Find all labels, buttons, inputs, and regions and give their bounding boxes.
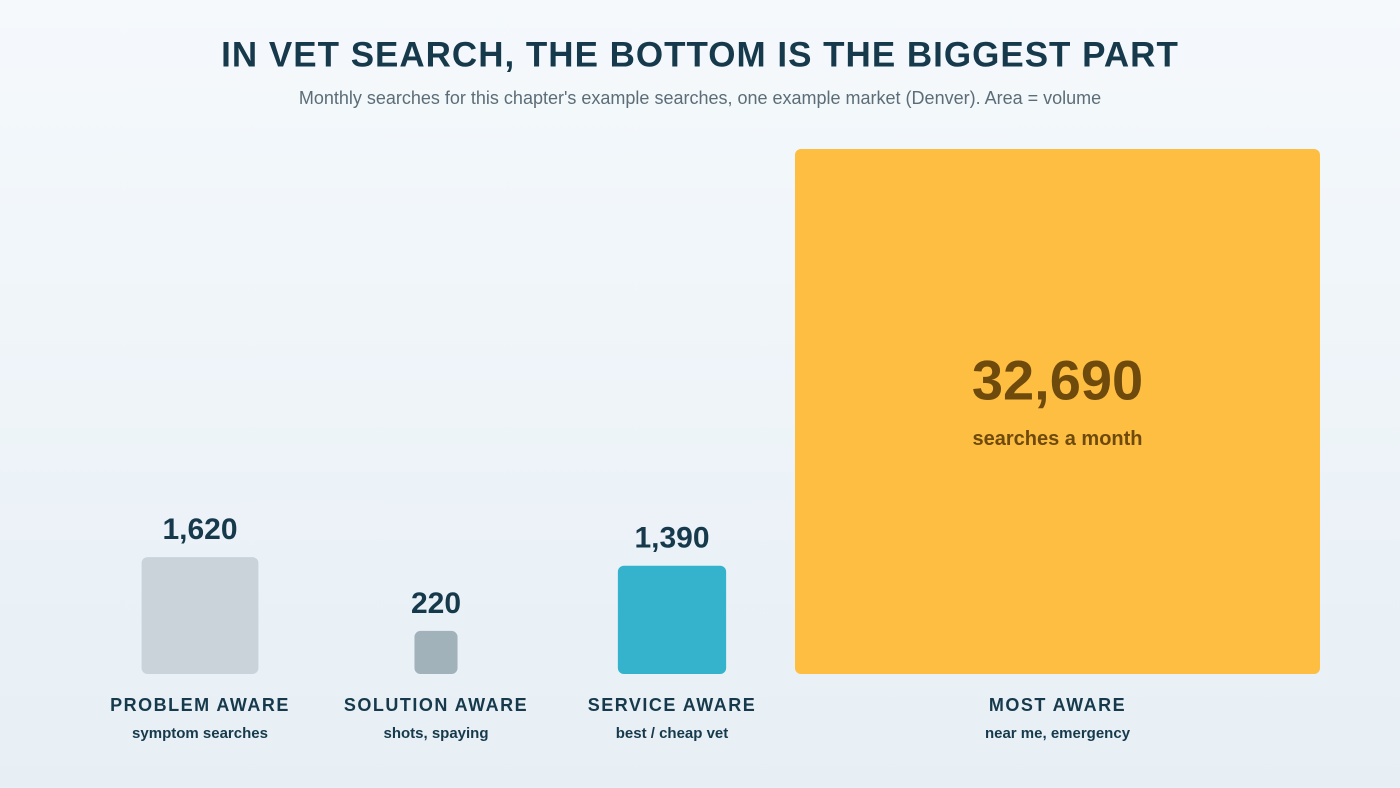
value-label: 1,390	[634, 522, 709, 555]
unit-label: searches a month	[972, 428, 1142, 450]
category-label: PROBLEM AWARE	[110, 695, 290, 715]
chart-title: IN VET SEARCH, THE BOTTOM IS THE BIGGEST…	[221, 35, 1179, 74]
category-note: symptom searches	[132, 725, 268, 742]
category-note: near me, emergency	[985, 725, 1131, 742]
area-square	[617, 565, 727, 674]
category-note: best / cheap vet	[616, 725, 729, 742]
value-label: 1,620	[162, 513, 237, 546]
value-label: 32,690	[972, 348, 1143, 411]
area-square	[141, 557, 259, 674]
category-note: shots, spaying	[383, 725, 488, 742]
area-square	[414, 630, 458, 674]
area-square	[795, 149, 1320, 674]
category-label: MOST AWARE	[989, 695, 1126, 715]
chart-subtitle: Monthly searches for this chapter's exam…	[299, 88, 1101, 108]
category-label: SOLUTION AWARE	[344, 695, 528, 715]
category-label: SERVICE AWARE	[588, 695, 757, 715]
value-label: 220	[411, 587, 461, 620]
